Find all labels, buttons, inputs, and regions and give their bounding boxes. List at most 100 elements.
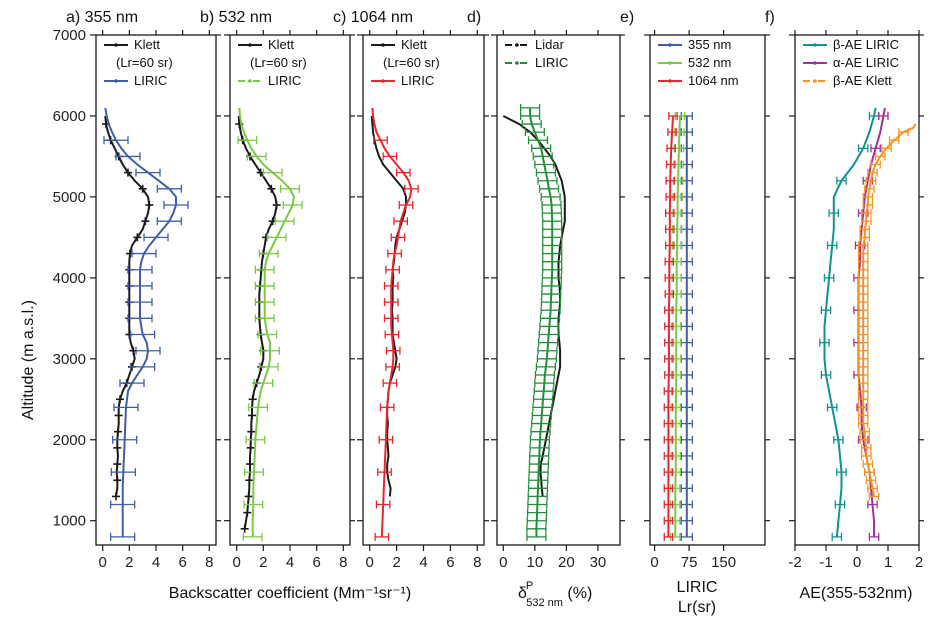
depol-superscript: P [526, 580, 533, 592]
y-axis-title: Altitude (m a.s.l.) [20, 300, 37, 420]
panel-a-xtick-label: 8 [205, 554, 213, 571]
series-line [370, 115, 407, 497]
legend-entry: Klett [268, 37, 294, 52]
panel-e-title: e) [620, 9, 634, 26]
legend-entry: LIRIC [535, 55, 568, 70]
series-line [823, 107, 877, 537]
panel-b-xtick-label: 6 [312, 554, 320, 571]
legend-entry: 1064 nm [688, 73, 739, 88]
panel-f-title: f) [765, 9, 775, 26]
panel-f-frame [794, 34, 920, 546]
panel-c-series-0 [370, 115, 407, 497]
legend-entry: LIRIC [134, 73, 167, 88]
series-line [237, 115, 278, 529]
panel-c-frame [362, 34, 485, 546]
y-tick-label: 1000 [53, 513, 86, 530]
legend-entry-extra: (Lr=60 sr) [250, 55, 307, 70]
legend-entry: 532 nm [688, 55, 731, 70]
panel-b-xtick-label: 0 [232, 554, 240, 571]
panel-f-xtick-label: 2 [915, 554, 923, 571]
panel-c-xtick-label: 6 [446, 554, 454, 571]
panels: a) 355 nm0 2 4 6 810002000300040005000600070… [53, 9, 924, 571]
panel-c-legend: Klett (Lr=60 sr) LIRIC [371, 37, 440, 88]
legend-swatch-dot [381, 43, 385, 47]
legend-swatch-dot [668, 43, 672, 47]
legend-swatch-dot [248, 79, 252, 83]
series-line [104, 107, 177, 537]
panel-a: a) 355 nm 0 2 4 6 8 1000 2000 3000 4000 5000 6000 70… [53, 9, 221, 571]
y-tick-label: 3000 [53, 351, 86, 368]
panel-b-title: b) 532 nm [200, 9, 272, 26]
depol-symbol: δ [518, 585, 527, 602]
panel-b: b) 532 nm 0 2 4 6 8 Klett (Lr=60 sr) LIRIC [200, 9, 355, 571]
panel-b-xtick-label: 8 [339, 554, 347, 571]
panel-c-xtick-label: 8 [473, 554, 481, 571]
panel-b-xtick-label: 2 [259, 554, 267, 571]
series-line [667, 115, 674, 537]
panel-a-frame [95, 34, 217, 546]
panel-c-series-1 [371, 107, 419, 541]
legend-swatch-dot [813, 43, 817, 47]
panel-c-xtick-label: 2 [392, 554, 400, 571]
depol-x-axis-title: δP 532 nm (%) [518, 580, 592, 609]
panel-a-legend: Klett (Lr=60 sr) LIRIC [104, 37, 173, 88]
y-tick-label: 4000 [53, 270, 86, 287]
panel-f: f) -2 -1 0 1 2 β-AE LIRIC α-AE LIRIC β-AE Klett [765, 9, 924, 571]
series-line [862, 123, 917, 497]
panel-d-xtick-label: 20 [558, 554, 575, 571]
panel-b-series-1 [237, 107, 303, 541]
legend-entry: LIRIC [268, 73, 301, 88]
panel-b-series-0 [235, 115, 281, 533]
panel-d-xtick-label: 10 [527, 554, 544, 571]
series-line [529, 107, 554, 537]
legend-entry: Klett [401, 37, 427, 52]
panel-d-series-0 [502, 115, 566, 497]
legend-entry-extra: (Lr=60 sr) [116, 55, 173, 70]
series-line [674, 115, 681, 537]
y-tick-label: 2000 [53, 432, 86, 449]
panel-e-xtick-label: 150 [711, 554, 736, 571]
legend-entry: Lidar [535, 37, 565, 52]
legend-swatch-dot [668, 79, 672, 83]
series-line [502, 115, 566, 497]
panel-a-xtick-label: 0 [98, 554, 106, 571]
legend-swatch-dot [668, 61, 672, 65]
panel-f-xtick-label: 1 [884, 554, 892, 571]
panel-c-xtick-label: 0 [366, 554, 374, 571]
panel-e-frame [649, 34, 766, 546]
panel-b-legend: Klett (Lr=60 sr) LIRIC [238, 37, 307, 88]
panel-c: c) 1064 nm 0 2 4 6 8 Klett (Lr=60 sr) LIRIC [333, 9, 489, 571]
panel-d: d) 0 10 20 30 Lidar LIRIC [467, 9, 625, 571]
panel-c-title: c) 1064 nm [333, 9, 413, 26]
legend-entry: LIRIC [401, 73, 434, 88]
panel-b-xtick-label: 4 [286, 554, 294, 571]
legend-swatch-dot [114, 79, 118, 83]
panel-e-xtick-label: 75 [681, 554, 698, 571]
legend-entry: β-AE Klett [833, 73, 892, 88]
legend-swatch-dot [813, 61, 817, 65]
panel-a-title: a) 355 nm [66, 9, 138, 26]
panel-f-xtick-label: 0 [853, 554, 861, 571]
panel-e-xtick-label: 0 [650, 554, 658, 571]
lr-x-axis-title-line2: Lr(sr) [678, 599, 716, 616]
panel-e-series-2 [663, 111, 678, 541]
panel-a-xtick-label: 4 [152, 554, 160, 571]
legend-swatch-dot [114, 43, 118, 47]
panel-b-frame [229, 34, 351, 546]
panel-d-xtick-label: 0 [499, 554, 507, 571]
panel-f-xtick-label: -2 [788, 554, 801, 571]
legend-swatch-dot [515, 61, 519, 65]
panel-a-series-0 [102, 115, 154, 501]
panel-a-xtick-label: 2 [125, 554, 133, 571]
depol-unit: (%) [563, 585, 592, 602]
y-tick-label: 6000 [53, 108, 86, 125]
panel-c-xtick-label: 4 [419, 554, 427, 571]
panel-f-legend: β-AE LIRIC α-AE LIRIC β-AE Klett [803, 37, 899, 88]
panel-d-legend: Lidar LIRIC [505, 37, 568, 70]
panel-d-xtick-label: 30 [590, 554, 607, 571]
panel-f-series-0 [819, 107, 880, 541]
backscatter-x-axis-title: Backscatter coefficient (Mm⁻¹sr⁻¹) [169, 585, 411, 602]
panel-f-series-2 [857, 123, 917, 501]
legend-swatch-dot [381, 79, 385, 83]
